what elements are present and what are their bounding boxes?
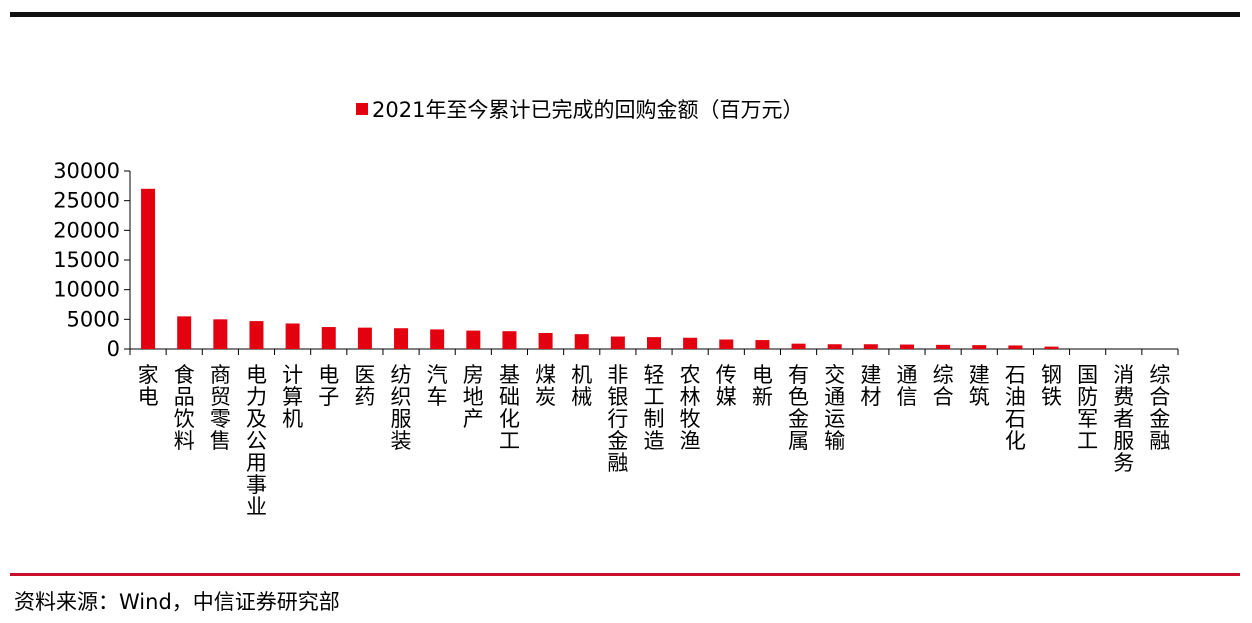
x-axis bbox=[129, 348, 1179, 355]
bar bbox=[249, 321, 264, 349]
category-labels: 家电食品饮料商贸零售电力及公用事业计算机电子医药纺织服装汽车房地产基础化工煤炭机… bbox=[138, 363, 1171, 519]
x-tick-label: 食品饮料 bbox=[174, 363, 195, 453]
legend-swatch bbox=[356, 103, 368, 115]
x-tick-label: 轻工制造 bbox=[644, 363, 665, 453]
bar bbox=[1044, 346, 1059, 349]
bar bbox=[321, 327, 336, 349]
bar bbox=[466, 330, 481, 349]
bar bbox=[141, 188, 156, 349]
x-tick-label: 电力及公用事业 bbox=[246, 363, 267, 519]
x-tick-label: 汽车 bbox=[427, 363, 448, 409]
source-note: 资料来源：Wind，中信证券研究部 bbox=[14, 590, 340, 614]
y-tick-label: 25000 bbox=[53, 189, 120, 213]
bars bbox=[141, 188, 1059, 349]
x-tick-label: 家电 bbox=[138, 363, 159, 409]
y-axis: 0 5000 10000 15000 20000 25000 30000 bbox=[53, 159, 131, 361]
x-tick-label: 综合 bbox=[933, 363, 954, 409]
y-tick-label: 15000 bbox=[53, 248, 120, 272]
legend-label: 2021年至今累计已完成的回购金额（百万元） bbox=[372, 98, 803, 122]
x-tick-label: 商贸零售 bbox=[210, 363, 231, 453]
bar bbox=[177, 316, 192, 349]
x-tick-label: 国防军工 bbox=[1077, 363, 1098, 453]
x-tick-label: 有色金属 bbox=[788, 363, 809, 453]
bar bbox=[285, 323, 300, 349]
bar bbox=[213, 319, 228, 349]
x-tick-label: 消费者服务 bbox=[1113, 363, 1134, 475]
y-tick-label: 10000 bbox=[53, 278, 120, 302]
x-tick-label: 通信 bbox=[896, 363, 917, 409]
y-tick-label: 30000 bbox=[53, 159, 120, 183]
bar bbox=[430, 329, 445, 349]
y-tick-label: 20000 bbox=[53, 218, 120, 242]
x-tick-label: 电新 bbox=[752, 363, 773, 409]
bar bbox=[827, 344, 842, 349]
x-tick-label: 计算机 bbox=[282, 363, 303, 431]
bottom-rule bbox=[10, 573, 1240, 576]
top-rule bbox=[10, 12, 1240, 17]
bar bbox=[936, 344, 951, 349]
x-tick-label: 房地产 bbox=[463, 363, 484, 431]
y-tick-label: 5000 bbox=[67, 307, 120, 331]
x-tick-label: 农林牧渔 bbox=[680, 363, 701, 453]
bar bbox=[972, 345, 987, 349]
bar bbox=[502, 331, 517, 349]
x-tick-label: 非银行金融 bbox=[607, 363, 628, 475]
legend: 2021年至今累计已完成的回购金额（百万元） bbox=[356, 98, 803, 122]
x-tick-label: 医药 bbox=[354, 363, 375, 409]
y-tick-label: 0 bbox=[107, 337, 120, 361]
bar bbox=[538, 332, 553, 349]
bar bbox=[683, 337, 698, 349]
x-tick-label: 机械 bbox=[571, 363, 592, 409]
bar bbox=[791, 343, 806, 349]
x-tick-label: 传媒 bbox=[716, 363, 737, 409]
bar bbox=[863, 344, 878, 349]
x-tick-label: 石油石化 bbox=[1005, 363, 1026, 453]
x-tick-label: 煤炭 bbox=[535, 363, 556, 409]
x-tick-label: 基础化工 bbox=[499, 363, 520, 453]
bar bbox=[719, 339, 734, 349]
bar-chart: 2021年至今累计已完成的回购金额（百万元） 0 5000 10000 15000 20… bbox=[53, 98, 1179, 519]
x-tick-label: 交通运输 bbox=[824, 363, 845, 453]
bar bbox=[755, 340, 770, 349]
bar bbox=[1008, 345, 1023, 349]
bar bbox=[647, 337, 661, 349]
x-tick-label: 电子 bbox=[318, 363, 339, 409]
x-tick-label: 建材 bbox=[860, 363, 881, 409]
bar bbox=[610, 336, 625, 349]
x-tick-label: 综合金融 bbox=[1149, 363, 1170, 453]
x-tick-label: 钢铁 bbox=[1041, 363, 1062, 409]
x-tick-label: 建筑 bbox=[969, 363, 990, 409]
bar bbox=[899, 344, 914, 349]
x-tick-label: 纺织服装 bbox=[391, 363, 412, 453]
bar bbox=[357, 327, 372, 349]
bar bbox=[394, 328, 409, 349]
bar bbox=[574, 334, 589, 349]
